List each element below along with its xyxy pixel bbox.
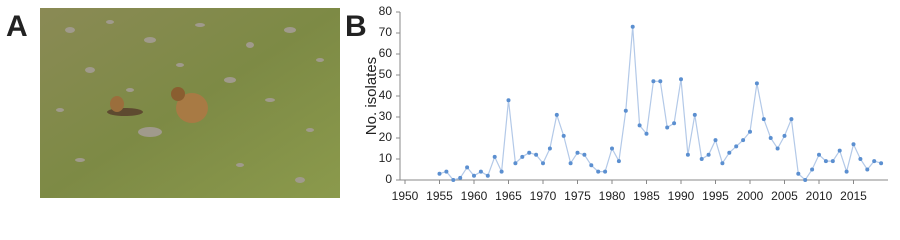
- x-tick-label: 1985: [633, 189, 660, 203]
- x-tick-label: 2000: [737, 189, 764, 203]
- data-point: [803, 178, 808, 182]
- y-tick-label: 50: [379, 67, 393, 81]
- marmot-head: [171, 87, 185, 101]
- data-point: [582, 152, 587, 157]
- rocks: [56, 20, 324, 183]
- data-point: [851, 142, 856, 147]
- y-tick-label: 60: [379, 46, 393, 60]
- data-point: [610, 146, 614, 151]
- data-point: [637, 123, 642, 128]
- data-point: [451, 178, 456, 182]
- x-tick-label: 1990: [668, 189, 695, 203]
- data-point: [478, 169, 483, 174]
- y-tick-label: 20: [379, 130, 393, 144]
- data-point: [692, 112, 697, 117]
- x-tick-label: 1955: [426, 189, 453, 203]
- y-tick-label: 70: [379, 25, 393, 39]
- data-point: [768, 136, 773, 140]
- data-point: [665, 125, 670, 130]
- y-tick-label: 30: [379, 109, 393, 123]
- panel-label: B: [345, 10, 367, 43]
- data-point: [575, 150, 580, 155]
- data-point: [506, 98, 511, 103]
- data-point: [672, 121, 677, 126]
- data-point: [713, 138, 718, 143]
- y-tick-label: 40: [379, 88, 393, 102]
- data-point: [720, 161, 725, 166]
- data-point: [603, 169, 608, 174]
- data-point: [879, 161, 884, 166]
- data-point: [658, 79, 663, 84]
- data-point: [782, 133, 787, 138]
- data-point: [472, 173, 476, 178]
- data-point: [492, 154, 497, 159]
- photo: [40, 8, 340, 198]
- data-point: [630, 24, 635, 29]
- data-point: [685, 152, 690, 157]
- data-point: [527, 150, 532, 155]
- figure: A B No. isolates 0 10 20 30 40 50 60 70 80 1950 19…: [6, 4, 888, 203]
- data-point: [734, 144, 739, 149]
- x-tick-label: 1960: [461, 189, 488, 203]
- x-tick-label: 1980: [599, 189, 626, 203]
- data-point: [858, 157, 863, 161]
- data-point: [865, 167, 870, 172]
- data-point: [568, 161, 573, 166]
- data-point: [561, 133, 566, 138]
- y-tick-label: 80: [379, 4, 393, 18]
- data-point: [458, 175, 463, 180]
- data-point: [644, 131, 649, 136]
- x-tick-label: 2015: [840, 189, 867, 203]
- marmot: [110, 96, 124, 112]
- data-point: [754, 81, 759, 86]
- data-point: [589, 163, 594, 168]
- data-point: [830, 159, 835, 164]
- data-point: [796, 171, 801, 176]
- data-point: [844, 169, 849, 174]
- data-point: [761, 117, 766, 122]
- series-line: [439, 26, 882, 181]
- data-point: [547, 146, 552, 151]
- data-point: [465, 165, 470, 170]
- data-point: [699, 157, 704, 161]
- data-point: [485, 173, 490, 178]
- data-point: [823, 159, 828, 164]
- y-axis-title: No. isolates: [363, 57, 380, 135]
- x-tick-label: 2010: [806, 189, 833, 203]
- data-point: [534, 152, 539, 157]
- data-point: [872, 159, 877, 164]
- data-point: [837, 148, 842, 153]
- panel-label: A: [6, 10, 28, 43]
- data-point: [499, 169, 504, 174]
- data-point: [554, 112, 559, 117]
- data-point: [520, 154, 525, 159]
- page: A B No. isolates 0 10 20 30 40 50 60 70 80 1950 19…: [6, 4, 888, 204]
- x-tick-label: 2005: [771, 189, 798, 203]
- data-point: [810, 167, 815, 172]
- data-point: [437, 171, 442, 176]
- data-point: [651, 79, 656, 84]
- y-tick-label: 10: [379, 151, 393, 165]
- data-point: [623, 108, 628, 113]
- data-point: [741, 138, 746, 143]
- x-tick-label: 1950: [392, 189, 419, 203]
- data-point: [616, 159, 621, 164]
- data-point: [775, 146, 780, 151]
- data-point: [727, 150, 732, 155]
- marmot: [176, 93, 208, 123]
- x-tick-label: 1975: [564, 189, 591, 203]
- data-point: [444, 169, 449, 174]
- x-tick-label: 1995: [702, 189, 729, 203]
- data-point: [706, 152, 711, 157]
- x-tick-label: 1965: [495, 189, 522, 203]
- data-point: [679, 77, 683, 82]
- data-point: [748, 129, 752, 134]
- data-point: [817, 152, 821, 157]
- data-point: [541, 161, 545, 166]
- data-point: [596, 169, 601, 174]
- x-tick-label: 1970: [530, 189, 557, 203]
- y-tick-label: 0: [385, 172, 392, 186]
- data-point: [513, 161, 518, 166]
- data-point: [789, 117, 794, 122]
